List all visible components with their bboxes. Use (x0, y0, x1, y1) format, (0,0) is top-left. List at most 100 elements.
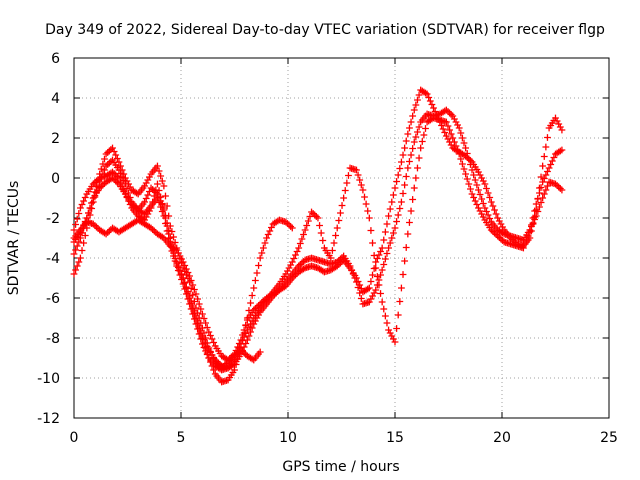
point-trace-5-34 (288, 274, 296, 282)
fill-trace-3-6-3 (113, 173, 121, 180)
fill-trace-2-7-1 (117, 162, 124, 170)
fill-trace-1-30-1 (264, 231, 272, 238)
fill-trace-5-47-1 (373, 255, 381, 262)
fill-trace-5-63-2 (478, 174, 486, 182)
point-trace-4-58 (442, 118, 450, 126)
fill-trace-4-49-1 (386, 329, 394, 337)
fill-trace-5-71-2 (529, 220, 537, 228)
fill-trace-4-44-3 (357, 181, 365, 189)
fill-trace-5-28-1 (251, 305, 259, 312)
fill-trace-1-0-3 (75, 258, 83, 266)
fill-trace-1-33-1 (284, 220, 291, 227)
point-trace-5-61 (462, 152, 470, 160)
point-trace-4-38 (314, 214, 322, 222)
fill-trace-4-44-1 (354, 171, 362, 179)
fill-trace-4-62-1 (470, 194, 478, 201)
fill-trace-5-12-1 (149, 226, 157, 233)
point-trace-1-30 (263, 234, 270, 242)
fill-trace-4-52-3 (409, 196, 417, 203)
point-trace-4-76 (558, 146, 566, 154)
fill-trace-5-56-1 (431, 108, 439, 115)
point-trace-5-29 (256, 300, 264, 308)
fill-trace-4-16-2 (176, 271, 184, 279)
fill-trace-5-57-1 (438, 122, 445, 129)
fill-trace-4-75-3 (556, 147, 564, 155)
point-trace-3-46 (365, 298, 373, 306)
point-trace-4-14 (160, 212, 168, 220)
fill-trace-4-26-3 (242, 330, 250, 337)
series-trace-3 (70, 106, 566, 372)
y-tick-label-2: -8 (46, 331, 60, 347)
fill-trace-4-53-1 (412, 174, 420, 182)
point-trace-4-18 (186, 300, 193, 308)
point-trace-5-41 (333, 262, 341, 270)
fill-trace-5-61-3 (467, 157, 474, 164)
fill-trace-3-62-2 (471, 176, 479, 184)
fill-trace-5-64-3 (486, 194, 494, 201)
fill-trace-4-63-1 (476, 207, 484, 215)
point-trace-4-46 (365, 214, 373, 222)
point-trace-4-63 (475, 204, 482, 212)
fill-trace-2-18-2 (189, 291, 197, 299)
fill-trace-4-20-2 (202, 347, 210, 355)
fill-trace-4-18-3 (190, 315, 198, 323)
fill-trace-4-34-2 (292, 251, 299, 259)
point-trace-4-44 (353, 166, 360, 174)
fill-trace-4-63-2 (478, 210, 486, 218)
fill-trace-1-5-3 (107, 158, 115, 165)
fill-trace-5-41-2 (337, 259, 344, 267)
fill-trace-4-9-2 (131, 203, 139, 211)
fill-trace-3-60-1 (457, 129, 465, 137)
fill-trace-5-24-1 (226, 355, 234, 362)
fill-trace-4-14-1 (162, 220, 169, 227)
fill-trace-4-15-3 (171, 257, 179, 265)
fill-trace-4-51-2 (401, 257, 409, 265)
fill-trace-3-52-1 (406, 158, 413, 165)
fill-trace-3-1-1 (78, 201, 86, 208)
x-tick-label-2: 10 (279, 430, 297, 446)
fill-trace-1-29-3 (261, 239, 269, 247)
fill-trace-3-6-1 (110, 170, 118, 177)
point-trace-4-71 (526, 228, 534, 236)
point-trace-5-56 (430, 104, 437, 112)
point-trace-5-48 (378, 244, 386, 252)
point-trace-4-59 (449, 134, 457, 142)
point-trace-3-47 (372, 286, 380, 294)
point-trace-4-4 (96, 184, 104, 192)
fill-trace-4-13-3 (158, 208, 166, 215)
fill-trace-5-45-3 (364, 285, 372, 293)
fill-trace-2-4-3 (101, 155, 108, 163)
fill-trace-5-21-2 (208, 335, 216, 343)
fill-trace-4-45-1 (361, 193, 368, 201)
fill-trace-3-52-3 (409, 145, 417, 152)
fill-trace-5-65-2 (491, 206, 498, 214)
fill-trace-3-53-3 (415, 123, 423, 131)
fill-trace-5-66-1 (495, 217, 503, 225)
fill-trace-3-49-1 (386, 239, 394, 247)
fill-trace-1-1-1 (78, 247, 86, 254)
fill-trace-4-71-3 (531, 207, 539, 215)
fill-trace-4-38-1 (316, 222, 323, 229)
point-trace-5-76 (558, 126, 566, 134)
fill-trace-5-46-1 (367, 278, 375, 285)
fill-trace-2-7-3 (120, 170, 128, 178)
fill-trace-4-47-1 (373, 273, 381, 280)
point-trace-4-16 (173, 262, 181, 270)
fill-trace-5-53-2 (414, 96, 421, 104)
fill-trace-3-46-3 (370, 289, 378, 297)
point-trace-4-50 (391, 338, 399, 346)
fill-trace-4-0-2 (73, 242, 81, 250)
fill-trace-4-53-2 (414, 164, 421, 172)
point-trace-5-64 (481, 180, 489, 188)
fill-trace-5-53-3 (415, 91, 423, 99)
point-trace-5-3 (89, 220, 97, 228)
fill-trace-4-38-2 (317, 229, 325, 237)
fill-trace-4-48-2 (381, 312, 389, 320)
fill-trace-4-33-3 (287, 261, 295, 269)
fill-trace-4-62-3 (473, 201, 481, 208)
fill-trace-4-52-1 (406, 219, 413, 226)
fill-trace-4-36-3 (306, 213, 314, 220)
fill-trace-4-14-2 (163, 227, 171, 235)
point-trace-5-28 (250, 306, 258, 314)
